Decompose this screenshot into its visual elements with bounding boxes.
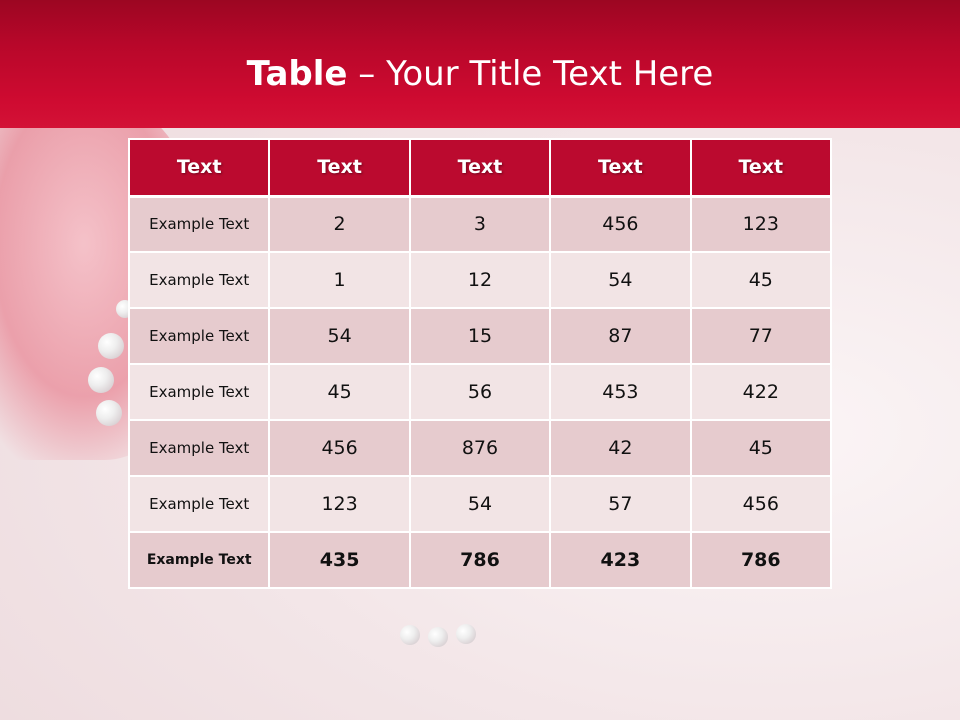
- value-cell: 87: [549, 307, 692, 365]
- value-cell: 456: [549, 195, 692, 253]
- row-label-cell: Example Text: [127, 419, 271, 477]
- row-label-cell: Example Text: [127, 475, 271, 533]
- row-label-cell: Example Text: [127, 531, 271, 589]
- value-cell: 54: [408, 475, 552, 533]
- header-cell: Text: [689, 138, 833, 198]
- total-row: Example Text 435 786 423 786: [127, 531, 833, 589]
- value-cell: 57: [549, 475, 692, 533]
- title-rest: – Your Title Text Here: [347, 54, 714, 94]
- value-cell: 45: [689, 419, 833, 477]
- table-row: Example Text 2 3 456 123: [127, 195, 833, 253]
- header-row: Text Text Text Text Text: [127, 138, 833, 198]
- value-cell: 54: [268, 307, 411, 365]
- value-cell: 2: [268, 195, 411, 253]
- value-cell: 77: [689, 307, 833, 365]
- table-row: Example Text 123 54 57 456: [127, 475, 833, 533]
- table-row: Example Text 54 15 87 77: [127, 307, 833, 365]
- table-row: Example Text 456 876 42 45: [127, 419, 833, 477]
- value-cell: 12: [408, 251, 552, 309]
- value-cell: 45: [689, 251, 833, 309]
- value-cell: 453: [549, 363, 692, 421]
- title-bold: Table: [246, 54, 348, 94]
- title-banner: Table – Your Title Text Here: [0, 0, 960, 128]
- value-cell: 54: [549, 251, 692, 309]
- value-cell: 123: [268, 475, 411, 533]
- header-cell: Text: [408, 138, 552, 198]
- row-label-cell: Example Text: [127, 307, 271, 365]
- value-cell: 423: [549, 531, 692, 589]
- row-label-cell: Example Text: [127, 251, 271, 309]
- table-row: Example Text 1 12 54 45: [127, 251, 833, 309]
- value-cell: 876: [408, 419, 552, 477]
- value-cell: 422: [689, 363, 833, 421]
- slide-title: Table – Your Title Text Here: [0, 54, 960, 94]
- value-cell: 3: [408, 195, 552, 253]
- row-label-cell: Example Text: [127, 195, 271, 253]
- data-table: Text Text Text Text Text Example Text 2 3 4…: [127, 138, 833, 589]
- value-cell: 456: [689, 475, 833, 533]
- row-label-cell: Example Text: [127, 363, 271, 421]
- value-cell: 786: [408, 531, 552, 589]
- table-row: Example Text 45 56 453 422: [127, 363, 833, 421]
- header-cell: Text: [268, 138, 411, 198]
- header-cell: Text: [127, 138, 271, 198]
- value-cell: 456: [268, 419, 411, 477]
- value-cell: 435: [268, 531, 411, 589]
- header-cell: Text: [549, 138, 692, 198]
- value-cell: 15: [408, 307, 552, 365]
- value-cell: 42: [549, 419, 692, 477]
- value-cell: 45: [268, 363, 411, 421]
- value-cell: 786: [689, 531, 833, 589]
- value-cell: 1: [268, 251, 411, 309]
- value-cell: 56: [408, 363, 552, 421]
- value-cell: 123: [689, 195, 833, 253]
